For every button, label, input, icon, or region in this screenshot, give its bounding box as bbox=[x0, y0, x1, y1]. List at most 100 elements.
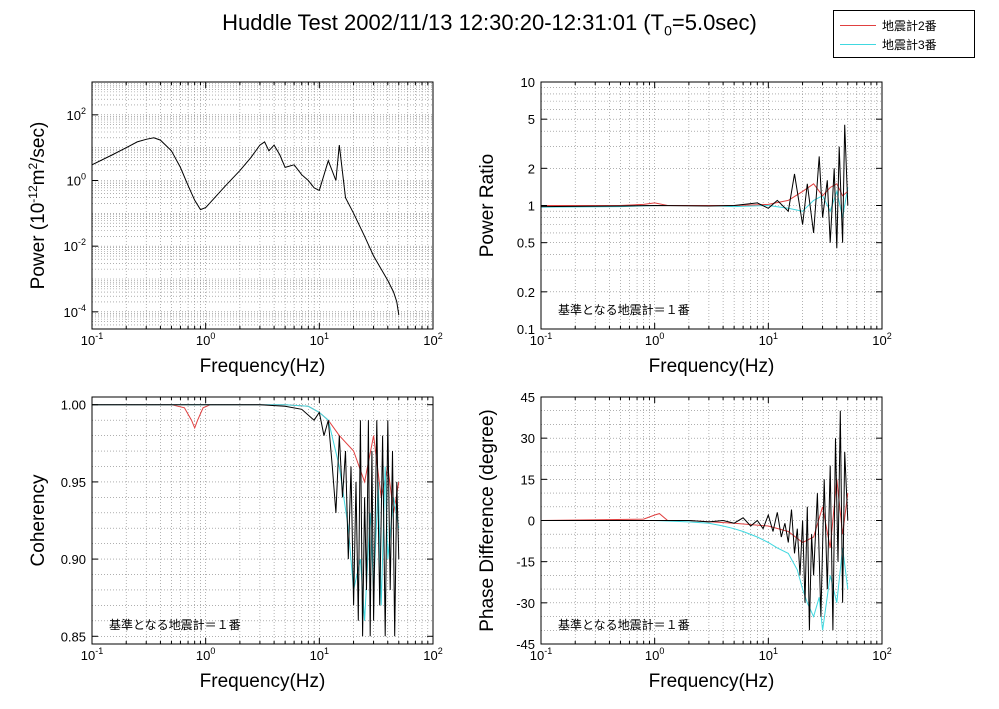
tick-base: 10 bbox=[196, 648, 210, 663]
series-line-1 bbox=[541, 183, 849, 206]
y-tick-label: -30 bbox=[516, 596, 535, 611]
x-tick-label: 100 bbox=[196, 331, 215, 348]
tick-exponent: 1 bbox=[324, 646, 329, 656]
tick-base: 10 bbox=[67, 173, 81, 188]
x-tick-label: 102 bbox=[423, 331, 442, 348]
tick-exponent: 0 bbox=[659, 331, 664, 341]
chart-title: Huddle Test 2002/11/13 12:30:20-12:31:01… bbox=[0, 10, 999, 38]
y-tick-label: 1 bbox=[528, 199, 535, 214]
reference-annotation: 基準となる地震計＝１番 bbox=[558, 617, 690, 632]
tick-exponent: 1 bbox=[773, 646, 778, 656]
x-axis-label: Frequency(Hz) bbox=[200, 356, 326, 377]
x-tick-label: 102 bbox=[872, 646, 891, 663]
tick-base: 10 bbox=[759, 333, 773, 348]
tick-base: 10 bbox=[81, 648, 95, 663]
series-line-0 bbox=[92, 404, 400, 513]
tick-exponent: 2 bbox=[887, 331, 892, 341]
plot-frame bbox=[91, 396, 434, 645]
tick-exponent: 2 bbox=[887, 646, 892, 656]
tick-exponent: -1 bbox=[544, 646, 552, 656]
tick-base: 10 bbox=[872, 648, 886, 663]
y-tick-label: 0.90 bbox=[61, 552, 86, 567]
title-text: Huddle Test 2002/11/13 12:30:20-12:31:01… bbox=[222, 10, 665, 35]
chart-phase-difference: 10-1 100 101 102-45-30-150153045Frequency(H… bbox=[477, 390, 892, 692]
ylabel-sup: 2 bbox=[26, 163, 40, 170]
x-tick-label: 101 bbox=[759, 331, 778, 348]
series-line-0 bbox=[92, 137, 400, 316]
title-subscript: 0 bbox=[664, 22, 672, 39]
y-tick-label: 0.2 bbox=[517, 285, 535, 300]
x-tick-label: 10-1 bbox=[81, 646, 103, 663]
x-axis-label: Frequency(Hz) bbox=[649, 671, 775, 692]
tick-exponent: 0 bbox=[659, 646, 664, 656]
tick-base: 10 bbox=[645, 648, 659, 663]
plot-frame bbox=[91, 81, 434, 330]
tick-exponent: -4 bbox=[78, 303, 86, 313]
y-tick-label: 45 bbox=[521, 390, 535, 405]
tick-exponent: -1 bbox=[544, 331, 552, 341]
reference-annotation: 基準となる地震計＝１番 bbox=[558, 302, 690, 317]
ylabel-sup: -12 bbox=[26, 185, 40, 203]
chart-power-ratio: 10-1 100 101 1020.10.20.512510Frequency(Hz)… bbox=[477, 75, 892, 377]
tick-exponent: -1 bbox=[95, 646, 103, 656]
tick-base: 10 bbox=[81, 333, 95, 348]
y-tick-label: 2 bbox=[528, 161, 535, 176]
title-tail: =5.0sec) bbox=[671, 10, 757, 35]
legend-label-seis3: 地震計3番 bbox=[882, 37, 937, 52]
y-tick-label: 0.95 bbox=[61, 475, 86, 490]
x-tick-label: 102 bbox=[872, 331, 891, 348]
tick-exponent: 2 bbox=[438, 646, 443, 656]
x-tick-label: 102 bbox=[423, 646, 442, 663]
y-axis-label: Phase Difference (degree) bbox=[477, 409, 498, 632]
tick-base: 10 bbox=[64, 305, 78, 320]
x-tick-label: 100 bbox=[645, 331, 664, 348]
series-line-0 bbox=[541, 520, 849, 631]
tick-exponent: 0 bbox=[81, 171, 86, 181]
ylabel-part: /sec) bbox=[28, 122, 49, 163]
tick-exponent: 1 bbox=[324, 331, 329, 341]
tick-exponent: 2 bbox=[81, 106, 86, 116]
y-axis-label: Power (10-12m2/sec) bbox=[26, 122, 49, 290]
legend-label-seis2: 地震計2番 bbox=[882, 18, 937, 33]
x-tick-label: 101 bbox=[310, 331, 329, 348]
legend: 地震計2番 地震計3番 bbox=[833, 10, 975, 58]
legend-swatch-seis3 bbox=[840, 43, 876, 45]
x-tick-label: 100 bbox=[196, 646, 215, 663]
tick-exponent: 0 bbox=[210, 331, 215, 341]
tick-exponent: 1 bbox=[773, 331, 778, 341]
tick-exponent: -2 bbox=[78, 237, 86, 247]
x-tick-label: 101 bbox=[310, 646, 329, 663]
tick-base: 10 bbox=[67, 108, 81, 123]
legend-entry-seis3: 地震計3番 bbox=[840, 35, 937, 53]
y-tick-label: -15 bbox=[516, 555, 535, 570]
tick-base: 10 bbox=[530, 648, 544, 663]
tick-base: 10 bbox=[310, 333, 324, 348]
tick-base: 10 bbox=[423, 648, 437, 663]
tick-base: 10 bbox=[423, 333, 437, 348]
y-axis-label: Coherency bbox=[28, 474, 49, 566]
x-axis-label: Frequency(Hz) bbox=[649, 356, 775, 377]
y-tick-label: 0 bbox=[528, 514, 535, 529]
tick-base: 10 bbox=[196, 333, 210, 348]
y-tick-label: 15 bbox=[521, 472, 535, 487]
x-tick-label: 10-1 bbox=[530, 646, 552, 663]
x-axis-label: Frequency(Hz) bbox=[200, 671, 326, 692]
x-tick-label: 101 bbox=[759, 646, 778, 663]
chart-power: 10-1 100 101 10210-410-2100102Frequency(Hz)… bbox=[26, 81, 443, 377]
y-tick-label: 0.85 bbox=[61, 629, 86, 644]
tick-exponent: -1 bbox=[95, 331, 103, 341]
series-line-1 bbox=[541, 479, 849, 548]
tick-base: 10 bbox=[310, 648, 324, 663]
y-tick-label: 5 bbox=[528, 112, 535, 127]
x-tick-label: 100 bbox=[645, 646, 664, 663]
series-line-1 bbox=[92, 404, 400, 621]
tick-base: 10 bbox=[530, 333, 544, 348]
x-tick-label: 10-1 bbox=[530, 331, 552, 348]
y-tick-label: 0.5 bbox=[517, 236, 535, 251]
legend-entry-seis2: 地震計2番 bbox=[840, 16, 937, 34]
y-tick-label: 1.00 bbox=[61, 398, 86, 413]
ylabel-part: m bbox=[28, 170, 49, 186]
tick-exponent: 2 bbox=[438, 331, 443, 341]
series-line-2 bbox=[92, 404, 400, 637]
